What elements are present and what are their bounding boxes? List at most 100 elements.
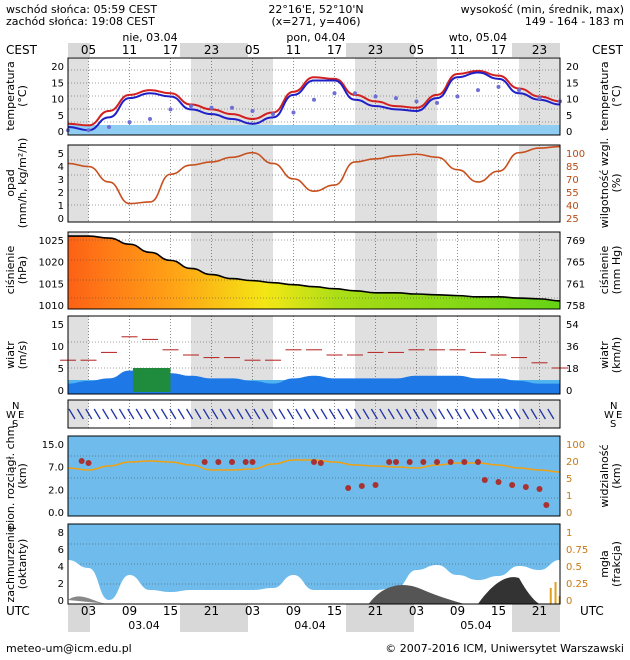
wind-direction-arrow: [127, 408, 135, 420]
press-tick-l: 1020: [39, 258, 64, 269]
cloud-base-point: [475, 459, 481, 465]
wind-speed-area: [68, 370, 560, 394]
precip-tick-l: 5: [58, 149, 64, 160]
vis-tick-r: 20: [566, 457, 579, 468]
cloud-base-point: [461, 459, 468, 465]
bottom-hour-label: 15: [327, 604, 342, 618]
bottom-hour-label: 09: [450, 604, 465, 618]
wind-direction-arrow: [328, 408, 336, 420]
precip-tick-l: 0: [58, 214, 64, 225]
vis-tick-l: 2.0: [48, 485, 64, 496]
cloud-base-point: [215, 459, 222, 465]
wind-direction-arrow: [85, 408, 93, 420]
wind-tick-l: 5: [58, 364, 64, 375]
cloud-base-point: [85, 460, 92, 466]
top-tz-label: CEST: [6, 43, 38, 57]
bottom-date-2: 04.04: [294, 619, 326, 632]
top-time-axis: CEST CEST nie, 03.04 pon, 04.04 wto, 05.…: [6, 31, 624, 57]
wind-direction-arrow: [513, 408, 521, 420]
pressure-line: [68, 235, 561, 302]
wind-direction-arrow: [496, 408, 504, 420]
precip-axis-label: opad: [4, 169, 17, 196]
precip-night-band: [519, 145, 560, 222]
temp-axis-label-right: (°C): [610, 85, 623, 107]
cloud-base-point: [434, 459, 440, 465]
cloud-base-point: [481, 477, 488, 483]
wind-direction-arrow: [102, 408, 110, 420]
temp-dewpoint-point: [435, 100, 439, 105]
top-hour-label: 17: [327, 43, 342, 57]
wind-direction-arrow: [144, 408, 152, 420]
precip-tick-l: 2: [58, 188, 64, 199]
dir-border: [67, 399, 561, 429]
temp-axis-label: temperatura: [4, 61, 17, 130]
vis-tick-r: 1: [566, 491, 572, 502]
wind-rose-e: E: [18, 410, 24, 421]
bottom-hour-label: 03: [245, 604, 260, 618]
wind-rose-w: W: [6, 410, 16, 421]
footer-email[interactable]: meteo-um@icm.edu.pl: [6, 642, 132, 655]
precip-tick-l: 3: [58, 175, 64, 186]
precip-tick-r: 100: [566, 149, 585, 160]
temp-dewpoint-point: [189, 104, 193, 109]
temp-dewpoint-point: [394, 96, 398, 101]
temp-max-line: [67, 69, 561, 127]
fog-bar: [549, 588, 552, 604]
pressure-area: [68, 236, 560, 309]
precip-tick-l: 4: [58, 162, 64, 173]
top-hour-label: 11: [450, 43, 465, 57]
temp-dewpoint-point: [373, 94, 378, 99]
wind-kmh-axis-label: (km/h): [610, 337, 623, 373]
wind-direction-arrow: [118, 408, 126, 420]
cloud-tick-r: 0: [566, 596, 572, 607]
wind-direction-arrow: [211, 408, 219, 420]
vis-border: [67, 435, 561, 517]
temp-border: [67, 57, 561, 136]
cloud-high-area: [478, 577, 540, 604]
bottom-hour-label: 03: [81, 604, 96, 618]
bottom-time-axis: UTC UTC 03.04 04.04 05.04 03 09 15 21 03 09 15…: [6, 604, 604, 632]
cloud-base-point: [358, 483, 365, 489]
cloud-base-point: [393, 459, 399, 465]
wind-border: [67, 315, 561, 395]
temp-tick-r: 15: [566, 78, 579, 89]
wind-direction-arrow: [471, 408, 479, 420]
bottom-tz-label: UTC: [6, 604, 30, 618]
precip-night-band: [68, 145, 89, 222]
bottom-hour-label: 09: [122, 604, 137, 618]
temp-axis-label-right: temperatura: [598, 61, 611, 130]
wind-kmh-axis-label: wiatr: [598, 341, 611, 369]
temp-dewpoint-point: [476, 88, 480, 93]
cloud-mid-area: [368, 584, 465, 604]
temp-dewpoint-point: [353, 91, 357, 96]
temp-dewpoint-point: [496, 84, 501, 89]
cloud-base-point: [509, 482, 516, 488]
visibility-axis-label: (km): [610, 463, 623, 489]
wind-rose-right-s: S: [610, 419, 616, 430]
top-hour-label: 05: [81, 43, 96, 57]
wind-direction-arrow: [194, 408, 202, 420]
wind-direction-arrow: [412, 408, 420, 420]
humidity-line: [67, 145, 561, 205]
wind-direction-arrow: [446, 408, 454, 420]
temp-dewpoint-point: [107, 124, 111, 129]
wind-direction-arrow: [530, 408, 538, 420]
cloud-cover-axis-label: zachmurzenie: [4, 525, 17, 602]
bottom-hour-label: 09: [286, 604, 301, 618]
bottom-hour-label: 21: [204, 604, 219, 618]
cloud-tick-l: 8: [58, 528, 64, 539]
temp-dewpoint-point: [209, 105, 214, 110]
press-tick-l: 1015: [39, 279, 64, 290]
press-tick-r: 765: [566, 258, 585, 269]
wind-direction-arrow: [345, 408, 353, 420]
cloud-base-point: [522, 484, 529, 490]
top-date-3: wto, 05.04: [449, 31, 508, 44]
press-border: [67, 231, 561, 310]
fog-axis-label: (frakcja): [610, 541, 623, 587]
cloud-base-point: [447, 459, 454, 465]
wind-direction-arrow: [488, 408, 496, 420]
top-hour-label: 05: [245, 43, 260, 57]
cloud-tick-l: 4: [58, 562, 64, 573]
press-tick-r: 769: [566, 236, 585, 247]
sunrise-text: wschód słońca: 05:59 CEST: [6, 3, 157, 16]
